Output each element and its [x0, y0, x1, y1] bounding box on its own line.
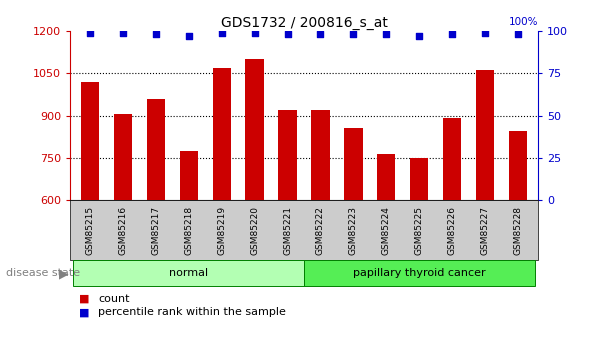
Text: GSM85217: GSM85217: [151, 206, 160, 255]
Point: [151, 32, 161, 37]
Bar: [311, 110, 330, 200]
Point: [283, 32, 292, 37]
Text: GSM85216: GSM85216: [118, 206, 127, 255]
Text: GSM85228: GSM85228: [514, 206, 523, 255]
Bar: [344, 128, 362, 200]
Bar: [179, 151, 198, 200]
Text: GSM85219: GSM85219: [217, 206, 226, 255]
Text: count: count: [98, 294, 130, 304]
Text: GSM85221: GSM85221: [283, 206, 292, 255]
Text: GSM85225: GSM85225: [415, 206, 424, 255]
Bar: [278, 110, 297, 200]
Point: [513, 32, 523, 37]
Point: [382, 32, 392, 37]
Title: GDS1732 / 200816_s_at: GDS1732 / 200816_s_at: [221, 16, 387, 30]
Text: GSM85218: GSM85218: [184, 206, 193, 255]
Bar: [114, 114, 132, 200]
Text: ■: ■: [79, 307, 89, 317]
Bar: [443, 118, 461, 200]
Point: [316, 32, 325, 37]
Text: percentile rank within the sample: percentile rank within the sample: [98, 307, 286, 317]
Text: GSM85226: GSM85226: [448, 206, 457, 255]
Text: GSM85215: GSM85215: [85, 206, 94, 255]
Text: GSM85227: GSM85227: [481, 206, 490, 255]
Text: GSM85222: GSM85222: [316, 206, 325, 255]
Bar: [510, 131, 527, 200]
Text: papillary thyroid cancer: papillary thyroid cancer: [353, 268, 486, 278]
Bar: [476, 70, 494, 200]
Point: [415, 33, 424, 39]
Bar: [410, 158, 429, 200]
Bar: [246, 59, 264, 200]
Point: [250, 30, 260, 36]
Point: [184, 33, 193, 39]
Text: GSM85220: GSM85220: [250, 206, 259, 255]
Bar: [378, 154, 395, 200]
Text: ■: ■: [79, 294, 89, 304]
Bar: [81, 82, 98, 200]
Point: [447, 32, 457, 37]
Bar: [147, 99, 165, 200]
Text: disease state: disease state: [6, 268, 80, 278]
Text: ▶: ▶: [60, 267, 69, 280]
Point: [85, 30, 95, 36]
Point: [348, 32, 358, 37]
Text: GSM85224: GSM85224: [382, 206, 391, 255]
Point: [118, 30, 128, 36]
Text: GSM85223: GSM85223: [349, 206, 358, 255]
Bar: [213, 68, 230, 200]
Point: [216, 30, 226, 36]
Point: [480, 30, 490, 36]
Text: normal: normal: [169, 268, 208, 278]
Text: 100%: 100%: [508, 17, 538, 27]
